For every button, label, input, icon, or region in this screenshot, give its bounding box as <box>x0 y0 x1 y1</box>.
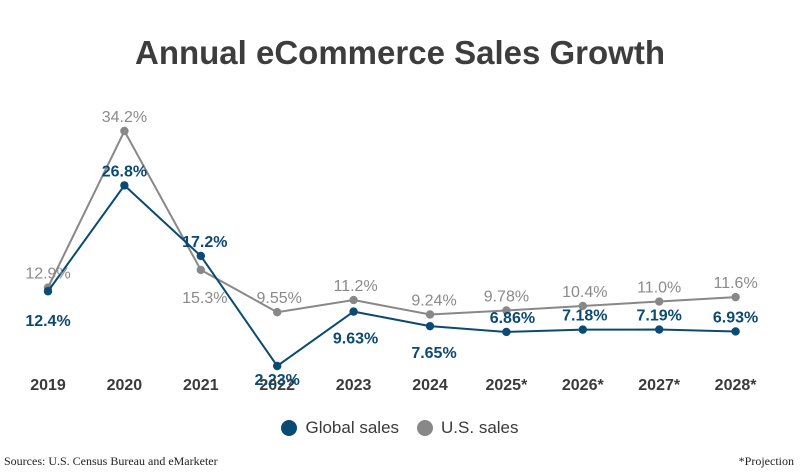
data-label-global: 9.63% <box>333 331 378 348</box>
data-label-us: 12.9% <box>25 266 70 283</box>
data-label-us: 34.2% <box>102 109 147 126</box>
data-point-us[interactable] <box>502 306 511 315</box>
data-label-global: 6.86% <box>490 310 535 327</box>
data-point-global[interactable] <box>502 327 511 337</box>
data-point-global[interactable] <box>43 287 53 296</box>
data-point-global[interactable] <box>425 321 435 331</box>
legend-label-us: U.S. sales <box>441 418 519 437</box>
x-tick-label: 2022 <box>259 377 295 394</box>
x-tick-label: 2020 <box>107 377 143 394</box>
x-tick-label: 2019 <box>30 377 66 394</box>
data-point-global[interactable] <box>120 181 129 190</box>
x-tick-label: 2023 <box>336 377 372 394</box>
x-tick-label: 2021 <box>183 377 219 394</box>
data-label-us: 11.2% <box>334 278 378 295</box>
data-label-us: 11.0% <box>637 280 681 297</box>
data-label-global: 2.23% <box>255 372 300 389</box>
x-tick-label: 2025* <box>485 377 528 394</box>
data-point-us[interactable] <box>731 292 740 302</box>
data-label-global: 6.93% <box>713 309 758 326</box>
legend-marker-us <box>417 420 434 436</box>
data-label-us: 9.24% <box>411 292 456 309</box>
data-point-global[interactable] <box>731 327 740 336</box>
data-label-global: 7.65% <box>411 345 456 362</box>
data-point-global[interactable] <box>578 325 587 334</box>
legend-label-global: Global sales <box>305 418 400 437</box>
data-label-global: 26.8% <box>102 163 147 180</box>
data-point-global[interactable] <box>655 325 664 334</box>
data-label-us: 9.78% <box>484 289 529 306</box>
data-point-us[interactable] <box>196 265 205 275</box>
data-label-global: 17.2% <box>182 234 227 251</box>
projection-note: *Projection <box>738 454 794 468</box>
data-label-us: 11.6% <box>714 275 758 292</box>
data-point-global[interactable] <box>273 361 282 371</box>
legend: Global sales U.S. sales <box>0 418 800 438</box>
series-line-global <box>47 183 736 368</box>
series-line-us <box>47 128 736 316</box>
chart-title: Annual eCommerce Sales Growth <box>135 34 665 71</box>
data-label-us: 15.3% <box>182 290 227 307</box>
x-tick-label: 2028* <box>715 377 758 394</box>
x-tick-label: 2027* <box>638 377 681 394</box>
data-label-global: 7.19% <box>637 308 682 325</box>
x-tick-label: 2026* <box>562 377 605 394</box>
data-point-us[interactable] <box>120 126 129 136</box>
data-point-us[interactable] <box>273 307 282 317</box>
data-point-us[interactable] <box>425 310 435 319</box>
legend-marker-global <box>281 420 298 436</box>
legend-item-us[interactable]: U.S. sales <box>417 418 519 438</box>
source-note: Sources: U.S. Census Bureau and eMarkete… <box>4 454 218 468</box>
x-tick-label: 2024 <box>412 377 448 394</box>
legend-item-global[interactable]: Global sales <box>281 418 399 438</box>
data-point-us[interactable] <box>578 301 587 311</box>
data-point-global[interactable] <box>349 307 358 316</box>
data-label-us: 10.4% <box>562 284 607 301</box>
data-point-us[interactable] <box>655 297 664 306</box>
data-label-global: 7.18% <box>562 308 607 325</box>
data-point-global[interactable] <box>196 251 205 261</box>
data-label-us: 9.55% <box>257 290 302 307</box>
data-label-global: 12.4% <box>25 313 70 330</box>
data-point-us[interactable] <box>349 295 358 305</box>
